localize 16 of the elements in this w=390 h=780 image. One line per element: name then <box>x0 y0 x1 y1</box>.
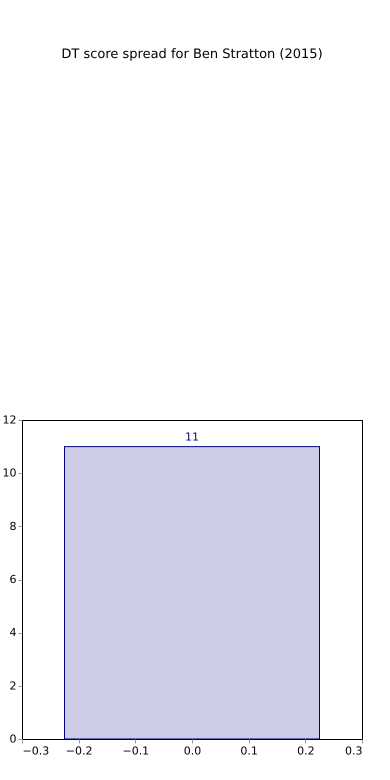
y-tick-label: 0 <box>10 732 16 746</box>
chart-title: DT score spread for Ben Stratton (2015) <box>61 47 323 62</box>
data-label: 11 <box>185 430 199 444</box>
x-tick-label: −0.3 <box>22 744 50 758</box>
y-tick-label: 2 <box>10 679 16 692</box>
x-tick-label: 0.3 <box>345 744 362 758</box>
y-tick-label: 4 <box>10 626 16 640</box>
y-tick-label: 12 <box>2 414 16 426</box>
x-tick-label: 0.2 <box>297 744 315 758</box>
y-tick-label: 10 <box>2 466 16 480</box>
y-tick-label: 8 <box>10 520 16 533</box>
x-tick-label: 0.1 <box>240 744 258 758</box>
x-tick-label: −0.1 <box>122 744 150 758</box>
y-tick-label: 6 <box>10 573 16 586</box>
x-tick-label: −0.2 <box>66 744 93 758</box>
x-tick-label: 0.0 <box>184 744 202 758</box>
